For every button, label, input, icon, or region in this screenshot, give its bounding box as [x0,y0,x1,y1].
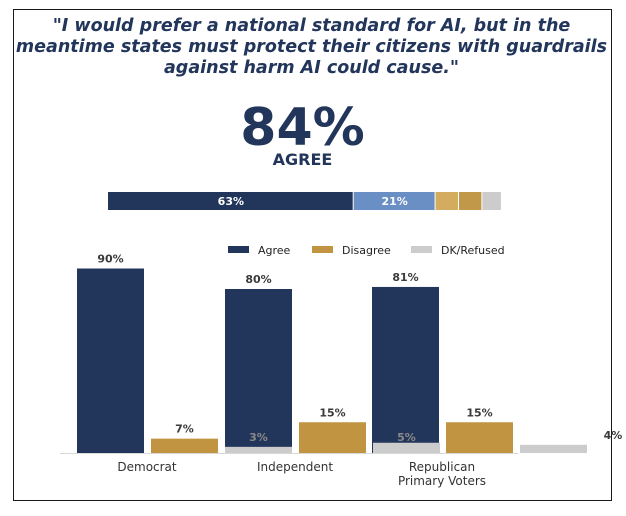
category-label: Democrat [117,460,177,474]
stacked-segment-label: 21% [381,195,407,208]
bar-agree [225,289,292,453]
category-label: Independent [257,460,333,474]
legend-label: DK/Refused [441,244,505,257]
data-label: 7% [175,423,194,436]
data-label: 81% [392,271,418,284]
data-label: 80% [245,273,271,286]
data-label: 90% [97,253,123,266]
legend-label: Disagree [342,244,391,257]
stacked-segment [482,192,501,210]
headline-percent: 84% [240,98,365,158]
data-label: 15% [319,406,345,419]
legend-label: Agree [258,244,291,257]
legend-swatch [411,246,432,253]
legend-swatch [228,246,249,253]
stacked-segment [435,192,458,210]
data-label: 4% [604,429,623,442]
data-label: 5% [397,431,416,444]
bar-agree [372,286,439,453]
legend-swatch [312,246,333,253]
headline-label: AGREE [272,150,333,169]
stacked-segment [459,192,482,210]
bar-dk-refused [225,446,292,453]
bar-disagree [151,438,218,453]
bar-dk-refused [373,442,440,453]
data-label: 3% [249,431,268,444]
data-label: 15% [466,406,492,419]
stacked-segment [353,192,435,210]
category-label: Republican Primary Voters [398,460,486,488]
quote-title: "I would prefer a national standard for … [15,16,608,78]
bar-agree [77,268,144,453]
bar-disagree [299,422,366,453]
bar-disagree [446,422,513,453]
stacked-segment [108,192,353,210]
stacked-segment-label: 63% [218,195,244,208]
bar-dk-refused [520,444,587,453]
